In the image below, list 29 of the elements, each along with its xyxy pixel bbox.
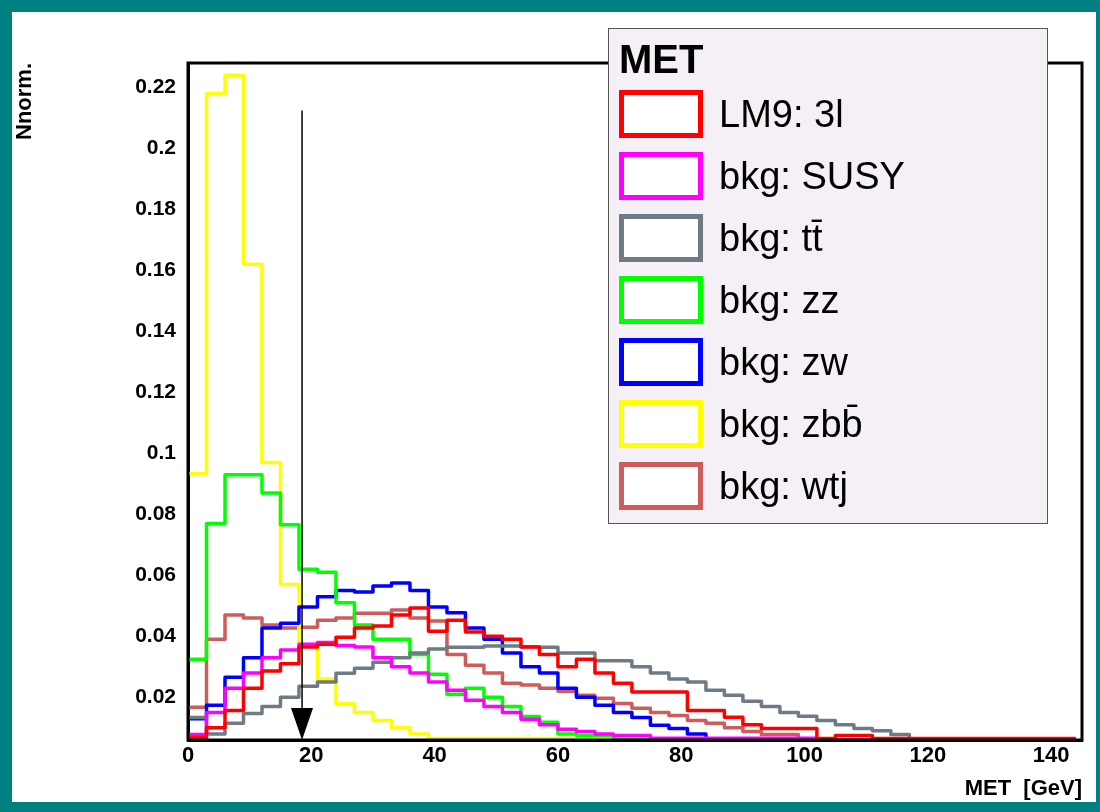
y-tick-label: 0.16 (135, 257, 176, 281)
x-tick-label: 40 (422, 742, 447, 768)
y-tick-label: 0.22 (135, 74, 176, 98)
x-tick-label: 20 (299, 742, 324, 768)
y-tick-label: 0.18 (135, 196, 177, 220)
y-tick-label: 0.12 (135, 379, 176, 403)
y-tick-label: 0.04 (135, 623, 177, 647)
y-tick-label: 0.02 (135, 684, 176, 708)
legend-label: bkg: wtj (719, 464, 848, 508)
legend-label: bkg: SUSY (719, 154, 905, 198)
y-tick-label: 0.06 (135, 562, 176, 586)
y-tick-label: 0.1 (146, 440, 177, 464)
x-tick-label: 100 (786, 742, 823, 768)
legend-title: MET (619, 36, 705, 83)
legend-label: bkg: zw (719, 340, 848, 384)
y-tick-label: 0.08 (135, 501, 177, 525)
x-axis-title: MET [GeV] (964, 774, 1082, 800)
x-tick-label: 60 (545, 742, 571, 768)
x-tick-label: 0 (181, 742, 195, 768)
x-tick-label: 120 (909, 742, 947, 768)
legend-label: LM9: 3l (719, 92, 844, 136)
y-axis-title: Nnorm. (11, 63, 37, 140)
legend-label: bkg: zbb̄ (719, 402, 863, 446)
legend-label: bkg: tt̄ (719, 216, 823, 260)
y-tick-label: 0.14 (135, 318, 177, 342)
x-tick-label: 80 (669, 742, 694, 768)
y-tick-label: 0.2 (146, 135, 176, 159)
x-tick-label: 140 (1032, 742, 1070, 768)
legend-label: bkg: zz (719, 278, 840, 322)
